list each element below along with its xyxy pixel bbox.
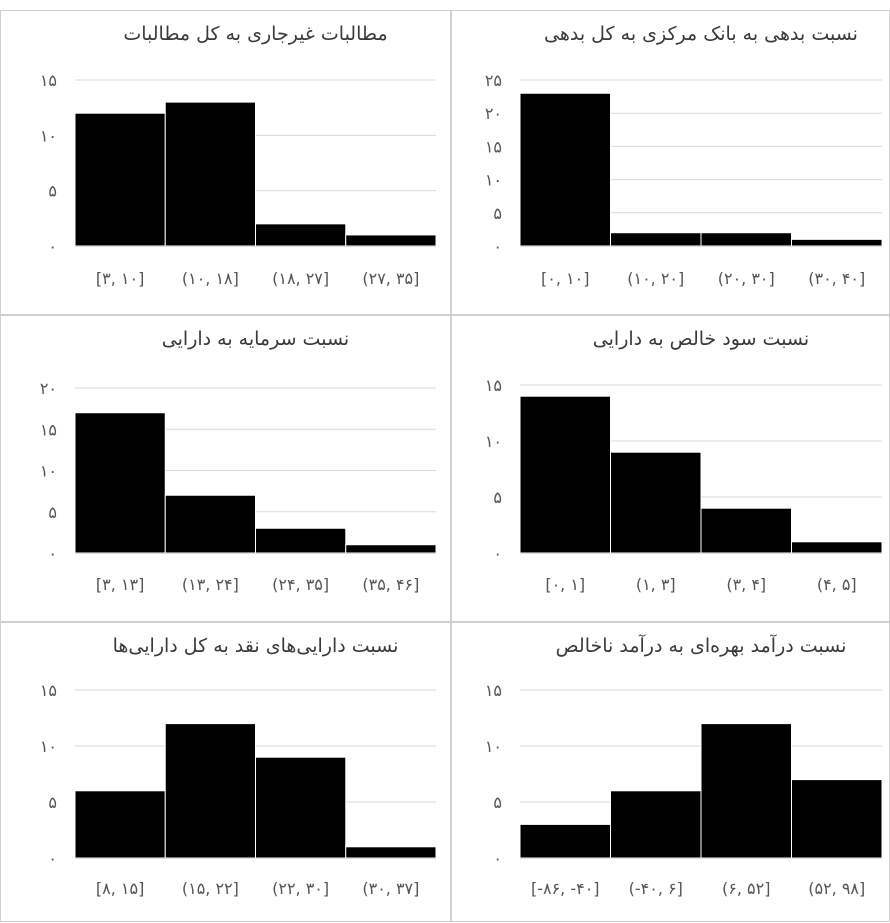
bar-1 [74,112,166,247]
bar-4 [345,544,437,554]
x-tick-label: (۳, ۴] [726,575,766,594]
x-tick-label: (۱۰, ۱۸] [182,269,239,288]
bar-4 [791,238,883,247]
x-tick-label: (۲۷, ۳۵] [362,269,419,288]
bar-2 [164,723,256,859]
bar-4 [791,541,883,554]
bar-3 [700,723,792,859]
x-tick-label: (۳۵, ۴۶] [362,575,419,594]
bar-3 [700,232,792,247]
bar-2 [164,494,256,554]
x-tick-label: (۵۲, ۹۸] [808,879,865,898]
x-tick-label: [۸, ۱۵] [96,879,144,898]
y-tick-label: ۲۵ [485,71,502,90]
x-tick-label: [۰, ۱] [545,575,585,594]
x-tick-label: [-۸۶, -۴۰] [531,879,600,898]
y-tick-label: ۵ [493,488,502,507]
panel-border [0,622,451,922]
chart-title: نسبت سرمایه به دارایی [162,328,349,350]
bar-2 [610,451,702,554]
x-tick-label: (۲۴, ۳۵] [272,575,329,594]
chart-panel-6: نسبت درآمد بهره‌ای به درآمد ناخالص ۰ ۵ ۱۰ ۱۵… [451,622,890,922]
x-tick-label: (۲۰, ۳۰] [718,269,775,288]
y-tick-label: ۵ [493,204,502,223]
y-tick-label: ۱۰ [40,462,57,481]
panel-border [0,10,451,315]
y-tick-label: ۱۵ [40,420,57,439]
y-tick-label: ۱۰ [485,737,502,756]
chart-panel-5: نسبت دارایی‌های نقد به کل دارایی‌ها ۰ ۵ ۱۰ ۱… [0,622,451,922]
bar-4 [345,846,437,859]
x-tick-label: (۱۰, ۲۰] [627,269,684,288]
y-tick-label: ۰ [493,544,502,563]
x-tick-label: (۳۰, ۳۷] [362,879,419,898]
chart-panel-2: نسبت بدهی به بانک مرکزی به کل بدهی ۰ ۵ ۱۰ ۱۵… [451,10,890,315]
y-tick-label: ۱۰ [40,126,57,145]
chart-title: نسبت سود خالص به دارایی [593,328,809,350]
x-tick-label: [۳, ۱۰] [96,269,144,288]
y-tick-label: ۱۰ [485,171,502,190]
x-tick-label: (۶, ۵۲] [722,879,770,898]
bar-2 [610,790,702,859]
chart-title: نسبت درآمد بهره‌ای به درآمد ناخالص [556,633,847,657]
bar-3 [255,223,347,247]
y-tick-label: ۱۰ [40,737,57,756]
bar-3 [255,756,347,859]
chart-title: مطالبات غیرجاری به کل مطالبات [123,23,387,45]
y-tick-label: ۱۵ [485,376,502,395]
x-tick-label: (۱۳, ۲۴] [182,575,239,594]
x-tick-label: [۰, ۱۰] [541,269,589,288]
y-tick-label: ۱۵ [485,681,502,700]
y-tick-label: ۱۵ [40,681,57,700]
y-tick-label: ۱۵ [40,71,57,90]
y-tick-label: ۵ [48,503,57,522]
y-tick-label: ۱۰ [485,432,502,451]
x-tick-label: (۱۸, ۲۷] [272,269,329,288]
y-tick-label: ۱۵ [485,137,502,156]
y-tick-label: ۰ [48,544,57,563]
chart-title: نسبت بدهی به بانک مرکزی به کل بدهی [544,23,858,45]
y-tick-label: ۲۰ [40,379,57,398]
chart-panel-3: نسبت سرمایه به دارایی ۰ ۵ ۱۰ ۱۵ ۲۰ [۳, ۱۳] (۱۳,… [0,315,451,622]
x-tick-label: (-۴۰, ۶] [629,879,683,898]
x-tick-label: (۱۵, ۲۲] [182,879,239,898]
x-tick-label: (۴, ۵] [817,575,857,594]
chart-title: نسبت دارایی‌های نقد به کل دارایی‌ها [113,635,399,657]
y-tick-label: ۵ [493,793,502,812]
chart-panel-1: مطالبات غیرجاری به کل مطالبات ۰ ۵ ۱۰ ۱۵ [۳, ۱… [0,10,451,315]
y-tick-label: ۵ [48,182,57,201]
x-tick-label: (۲۲, ۳۰] [272,879,329,898]
bar-2 [164,101,256,247]
bar-2 [610,232,702,247]
bar-3 [255,527,347,554]
y-tick-label: ۰ [493,237,502,256]
x-tick-label: [۳, ۱۳] [96,575,144,594]
bar-4 [791,779,883,859]
bar-3 [700,507,792,554]
panel-border [451,622,890,922]
x-tick-label: (۱, ۳] [636,575,676,594]
y-tick-label: ۰ [48,237,57,256]
y-tick-label: ۵ [48,793,57,812]
y-tick-label: ۰ [493,849,502,868]
y-tick-label: ۰ [48,849,57,868]
bar-4 [345,234,437,247]
bar-1 [74,790,166,859]
bar-1 [519,823,611,859]
x-tick-label: (۳۰, ۴۰] [808,269,865,288]
bar-1 [74,412,166,554]
panel-border [0,315,451,622]
chart-panel-4: نسبت سود خالص به دارایی ۰ ۵ ۱۰ ۱۵ [۰, ۱] (۱, ۳… [451,315,890,622]
bar-1 [519,395,611,554]
y-tick-label: ۲۰ [485,104,502,123]
bar-1 [519,92,611,247]
